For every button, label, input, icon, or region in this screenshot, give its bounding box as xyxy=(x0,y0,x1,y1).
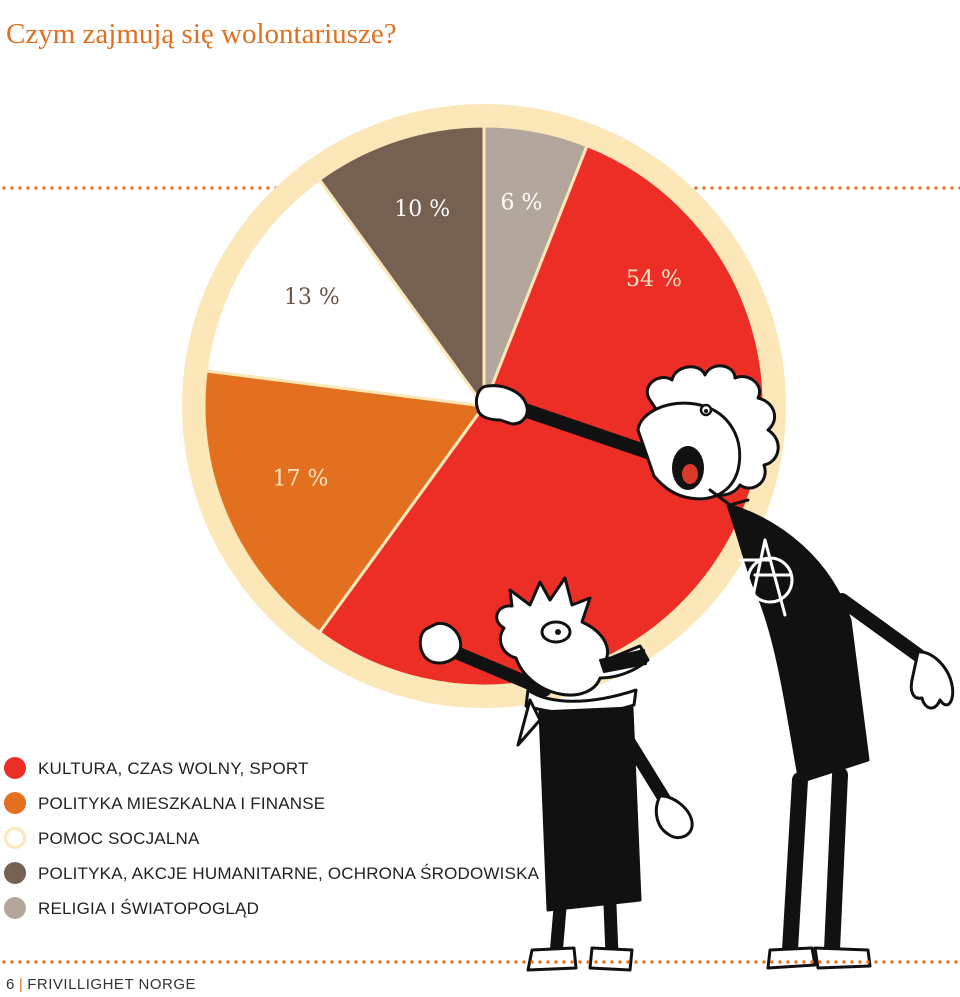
footer-publication: FRIVILLIGHET NORGE xyxy=(27,976,197,993)
footer-separator: | xyxy=(18,976,24,993)
legend-label: POMOC SOCJALNA xyxy=(38,829,200,848)
small-figure xyxy=(418,576,694,972)
legend-swatch xyxy=(4,862,26,884)
legend-swatch xyxy=(4,792,26,814)
legend-label: POLITYKA, AKCJE HUMANITARNE, OCHRONA ŚRO… xyxy=(38,864,540,883)
legend-swatch xyxy=(4,827,26,849)
pie-value-label: 54 % xyxy=(626,267,682,292)
pie-value-label: 13 % xyxy=(284,285,340,310)
pie-slice xyxy=(317,124,486,411)
tall-figure xyxy=(474,364,955,970)
pie-value-label: 6 % xyxy=(501,191,543,216)
pie-value-label: 17 % xyxy=(272,466,328,491)
page-title: Czym zajmują się wolontariusze? xyxy=(6,18,397,50)
cartoon-illustration xyxy=(418,364,955,972)
legend-label: RELIGIA I ŚWIATOPOGLĄD xyxy=(38,899,260,918)
legend-label: KULTURA, CZAS WOLNY, SPORT xyxy=(38,759,309,778)
page-number: 6 xyxy=(6,976,15,993)
legend-swatch xyxy=(4,897,26,919)
page-footer: 6 | FRIVILLIGHET NORGE xyxy=(6,976,196,993)
pie-value-label: 10 % xyxy=(394,197,450,222)
pie-labels: 6 % 54 % 17 % 13 % 10 % xyxy=(272,191,681,492)
legend-swatch xyxy=(4,757,26,779)
dotted-divider-right xyxy=(588,186,960,190)
legend-label: POLITYKA MIESZKALNA I FINANSE xyxy=(38,794,326,813)
dotted-divider-bottom xyxy=(0,960,960,964)
pie-slice xyxy=(204,177,488,408)
pie-slice xyxy=(202,369,487,635)
dotted-divider-left xyxy=(0,186,300,190)
